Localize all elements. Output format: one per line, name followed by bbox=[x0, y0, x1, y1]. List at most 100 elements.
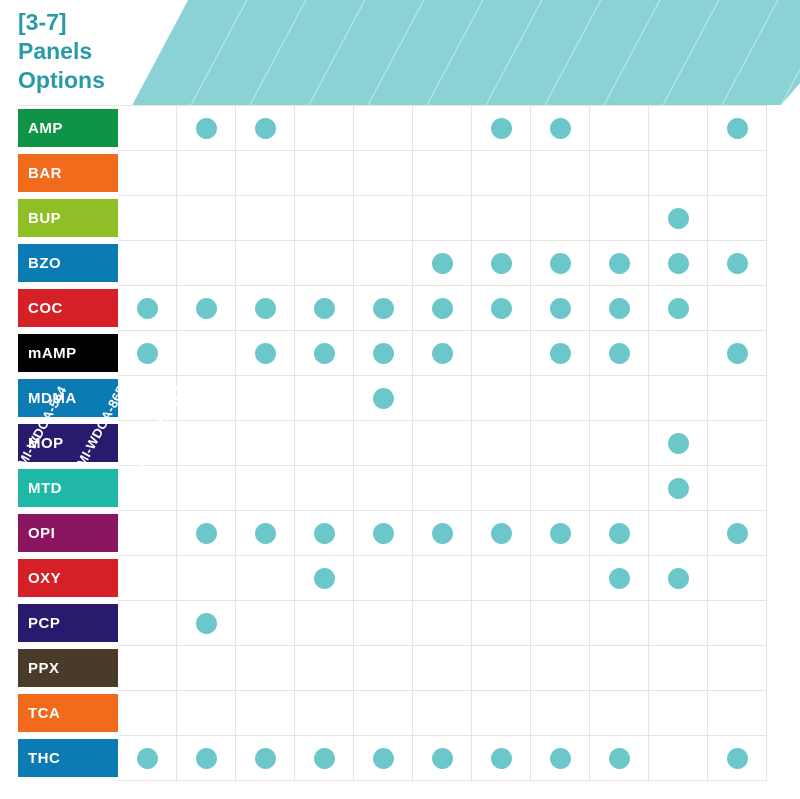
matrix-cell bbox=[413, 241, 472, 286]
matrix-cell bbox=[295, 106, 354, 151]
matrix-cell bbox=[708, 466, 767, 511]
matrix-cell bbox=[649, 466, 708, 511]
matrix-cell bbox=[177, 331, 236, 376]
row-label: BAR bbox=[18, 154, 118, 192]
matrix-cell bbox=[590, 241, 649, 286]
dot-icon bbox=[727, 343, 748, 364]
matrix-cell bbox=[413, 421, 472, 466]
matrix-cell bbox=[531, 421, 590, 466]
matrix-cell bbox=[649, 286, 708, 331]
matrix-cell bbox=[472, 106, 531, 151]
matrix-cell bbox=[472, 466, 531, 511]
matrix-cell bbox=[708, 196, 767, 241]
table-row: mAMP bbox=[18, 331, 767, 376]
dot-icon bbox=[255, 118, 276, 139]
matrix-cell bbox=[708, 286, 767, 331]
dot-icon bbox=[609, 568, 630, 589]
dot-icon bbox=[668, 253, 689, 274]
dot-icon bbox=[609, 253, 630, 274]
table-row: AMP bbox=[18, 106, 767, 151]
dot-icon bbox=[550, 523, 571, 544]
table-row: BUP bbox=[18, 196, 767, 241]
matrix-cell bbox=[295, 286, 354, 331]
matrix-cell bbox=[413, 196, 472, 241]
row-label: BUP bbox=[18, 199, 118, 237]
matrix-cell bbox=[354, 241, 413, 286]
matrix-cell bbox=[531, 241, 590, 286]
row-label: AMP bbox=[18, 109, 118, 147]
matrix-cell bbox=[472, 151, 531, 196]
matrix-cell bbox=[708, 601, 767, 646]
row-label: COC bbox=[18, 289, 118, 327]
matrix-cell bbox=[590, 466, 649, 511]
dot-icon bbox=[491, 253, 512, 274]
table-row: COC bbox=[18, 286, 767, 331]
dot-icon bbox=[609, 343, 630, 364]
matrix-cell bbox=[708, 241, 767, 286]
matrix-cell bbox=[708, 421, 767, 466]
dot-icon bbox=[491, 118, 512, 139]
matrix-cell bbox=[354, 106, 413, 151]
dot-icon bbox=[137, 298, 158, 319]
matrix-cell bbox=[649, 601, 708, 646]
matrix-cell bbox=[118, 106, 177, 151]
matrix-cell bbox=[531, 286, 590, 331]
dot-icon bbox=[668, 568, 689, 589]
matrix-cell bbox=[708, 511, 767, 556]
row-label: BZO bbox=[18, 244, 118, 282]
dot-icon bbox=[550, 343, 571, 364]
dot-icon bbox=[432, 343, 453, 364]
matrix-cell bbox=[472, 331, 531, 376]
row-label: mAMP bbox=[18, 334, 118, 372]
matrix-cell bbox=[590, 421, 649, 466]
matrix-cell bbox=[649, 196, 708, 241]
matrix-cell bbox=[531, 151, 590, 196]
matrix-cell bbox=[295, 376, 354, 421]
matrix-cell bbox=[649, 511, 708, 556]
dot-icon bbox=[668, 298, 689, 319]
matrix-cell bbox=[708, 376, 767, 421]
title-line: Panels bbox=[18, 37, 105, 66]
matrix-cell bbox=[649, 331, 708, 376]
matrix-cell bbox=[649, 106, 708, 151]
matrix-cell bbox=[708, 106, 767, 151]
matrix-cell bbox=[590, 331, 649, 376]
matrix-cell bbox=[118, 196, 177, 241]
matrix-cell bbox=[236, 151, 295, 196]
matrix-cell bbox=[531, 376, 590, 421]
dot-icon bbox=[668, 433, 689, 454]
matrix-cell bbox=[649, 556, 708, 601]
matrix-cell bbox=[236, 376, 295, 421]
matrix-cell bbox=[177, 151, 236, 196]
dot-icon bbox=[373, 388, 394, 409]
matrix-cell bbox=[472, 286, 531, 331]
matrix-cell bbox=[354, 196, 413, 241]
matrix-cell bbox=[118, 331, 177, 376]
dot-icon bbox=[432, 298, 453, 319]
dot-icon bbox=[373, 343, 394, 364]
matrix-cell bbox=[295, 331, 354, 376]
matrix-cell bbox=[531, 466, 590, 511]
dot-icon bbox=[137, 343, 158, 364]
title-line: Options bbox=[18, 66, 105, 95]
matrix-cell bbox=[354, 376, 413, 421]
dot-icon bbox=[314, 343, 335, 364]
dot-icon bbox=[727, 523, 748, 544]
matrix-cell bbox=[531, 511, 590, 556]
dot-icon bbox=[550, 118, 571, 139]
matrix-cell bbox=[531, 106, 590, 151]
matrix-cell bbox=[708, 556, 767, 601]
matrix-cell bbox=[295, 151, 354, 196]
matrix-cell bbox=[354, 331, 413, 376]
table-row: BAR bbox=[18, 151, 767, 196]
matrix-cell bbox=[236, 331, 295, 376]
title-line: [3-7] bbox=[18, 8, 105, 37]
matrix-cell bbox=[177, 286, 236, 331]
matrix-cell bbox=[118, 151, 177, 196]
matrix-cell bbox=[649, 376, 708, 421]
dot-icon bbox=[196, 118, 217, 139]
matrix-cell bbox=[236, 241, 295, 286]
dot-icon bbox=[373, 298, 394, 319]
chart-title: [3-7] Panels Options bbox=[18, 8, 105, 94]
matrix-cell bbox=[472, 241, 531, 286]
